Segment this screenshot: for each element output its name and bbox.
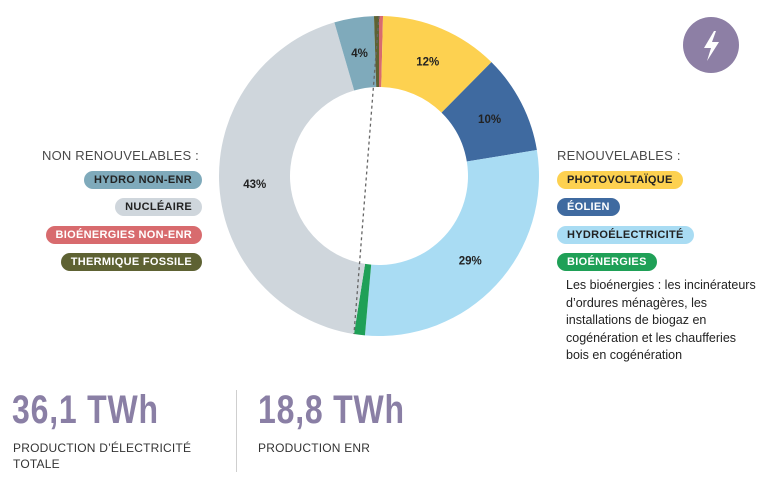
legend-photovoltaique: PHOTOVOLTAÏQUE <box>557 171 683 189</box>
legend-nucleaire: NUCLÉAIRE <box>115 198 202 216</box>
legend-bioenergies-non-enr: BIOÉNERGIES NON-ENR <box>45 226 202 244</box>
slice-nucl-aire <box>219 22 366 335</box>
legend-bioenergies: BIOÉNERGIES <box>557 253 657 271</box>
slice--olien <box>441 62 537 162</box>
renewable-divider-line <box>353 15 380 335</box>
legend-hydroelectricite: HYDROÉLECTRICITÉ <box>557 226 694 244</box>
slice-label: 10% <box>478 114 501 126</box>
total-production-caption: PRODUCTION D’ÉLECTRICITÉ TOTALE <box>13 441 192 471</box>
slice-label: 12% <box>416 56 439 68</box>
slice-hydro-lectricit- <box>364 149 539 336</box>
slice-bio-nergies-non-enr <box>379 16 384 88</box>
enr-production-value: 18,8 TWh <box>258 388 405 432</box>
non-renewable-legend-title: NON RENOUVELABLES : <box>42 148 199 163</box>
slice-bio-nergies <box>353 263 372 336</box>
enr-production-caption: PRODUCTION ENR <box>258 441 371 455</box>
slice-label: 4% <box>351 48 368 60</box>
lightning-bolt-icon <box>704 31 719 61</box>
bioenergies-note: Les bioénergies : les incinérateurs d’or… <box>566 278 756 362</box>
stats-divider <box>236 390 237 472</box>
total-production-value: 36,1 TWh <box>12 388 159 432</box>
slice-photovolta-que <box>381 16 492 113</box>
slice-label: 29% <box>459 256 482 268</box>
legend-hydro-non-enr: HYDRO NON-ENR <box>83 171 202 189</box>
energy-badge <box>683 17 739 73</box>
legend-eolien: ÉOLIEN <box>557 198 620 216</box>
legend-thermique-fossile: THERMIQUE FOSSILE <box>60 253 202 271</box>
slice-label: 43% <box>243 179 266 191</box>
slice-thermique-fossile <box>373 16 379 88</box>
slice-hydro-non-enr <box>334 16 377 91</box>
renewable-legend-title: RENOUVELABLES : <box>557 148 681 163</box>
